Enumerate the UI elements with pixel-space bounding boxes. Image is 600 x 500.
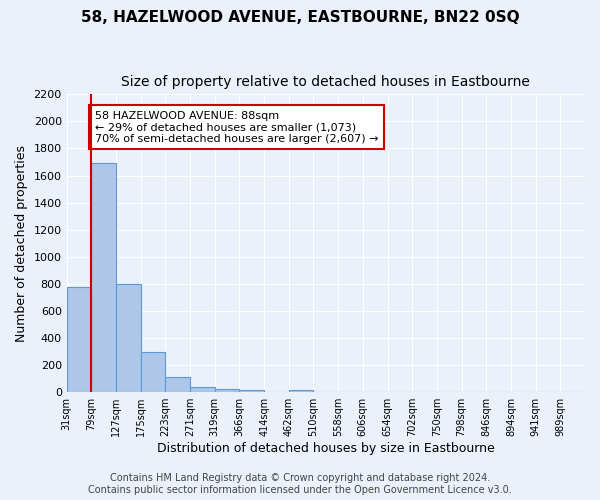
Bar — [141, 352, 166, 392]
Bar — [190, 387, 215, 392]
Text: 58 HAZELWOOD AVENUE: 88sqm
← 29% of detached houses are smaller (1,073)
70% of s: 58 HAZELWOOD AVENUE: 88sqm ← 29% of deta… — [95, 110, 379, 144]
Bar — [239, 390, 264, 392]
Bar — [289, 390, 313, 392]
X-axis label: Distribution of detached houses by size in Eastbourne: Distribution of detached houses by size … — [157, 442, 495, 455]
Text: 58, HAZELWOOD AVENUE, EASTBOURNE, BN22 0SQ: 58, HAZELWOOD AVENUE, EASTBOURNE, BN22 0… — [80, 10, 520, 25]
Bar — [215, 389, 239, 392]
Bar — [166, 377, 190, 392]
Bar — [67, 286, 91, 392]
Title: Size of property relative to detached houses in Eastbourne: Size of property relative to detached ho… — [121, 75, 530, 89]
Y-axis label: Number of detached properties: Number of detached properties — [15, 145, 28, 342]
Bar — [116, 284, 141, 392]
Text: Contains HM Land Registry data © Crown copyright and database right 2024.
Contai: Contains HM Land Registry data © Crown c… — [88, 474, 512, 495]
Bar — [91, 164, 116, 392]
